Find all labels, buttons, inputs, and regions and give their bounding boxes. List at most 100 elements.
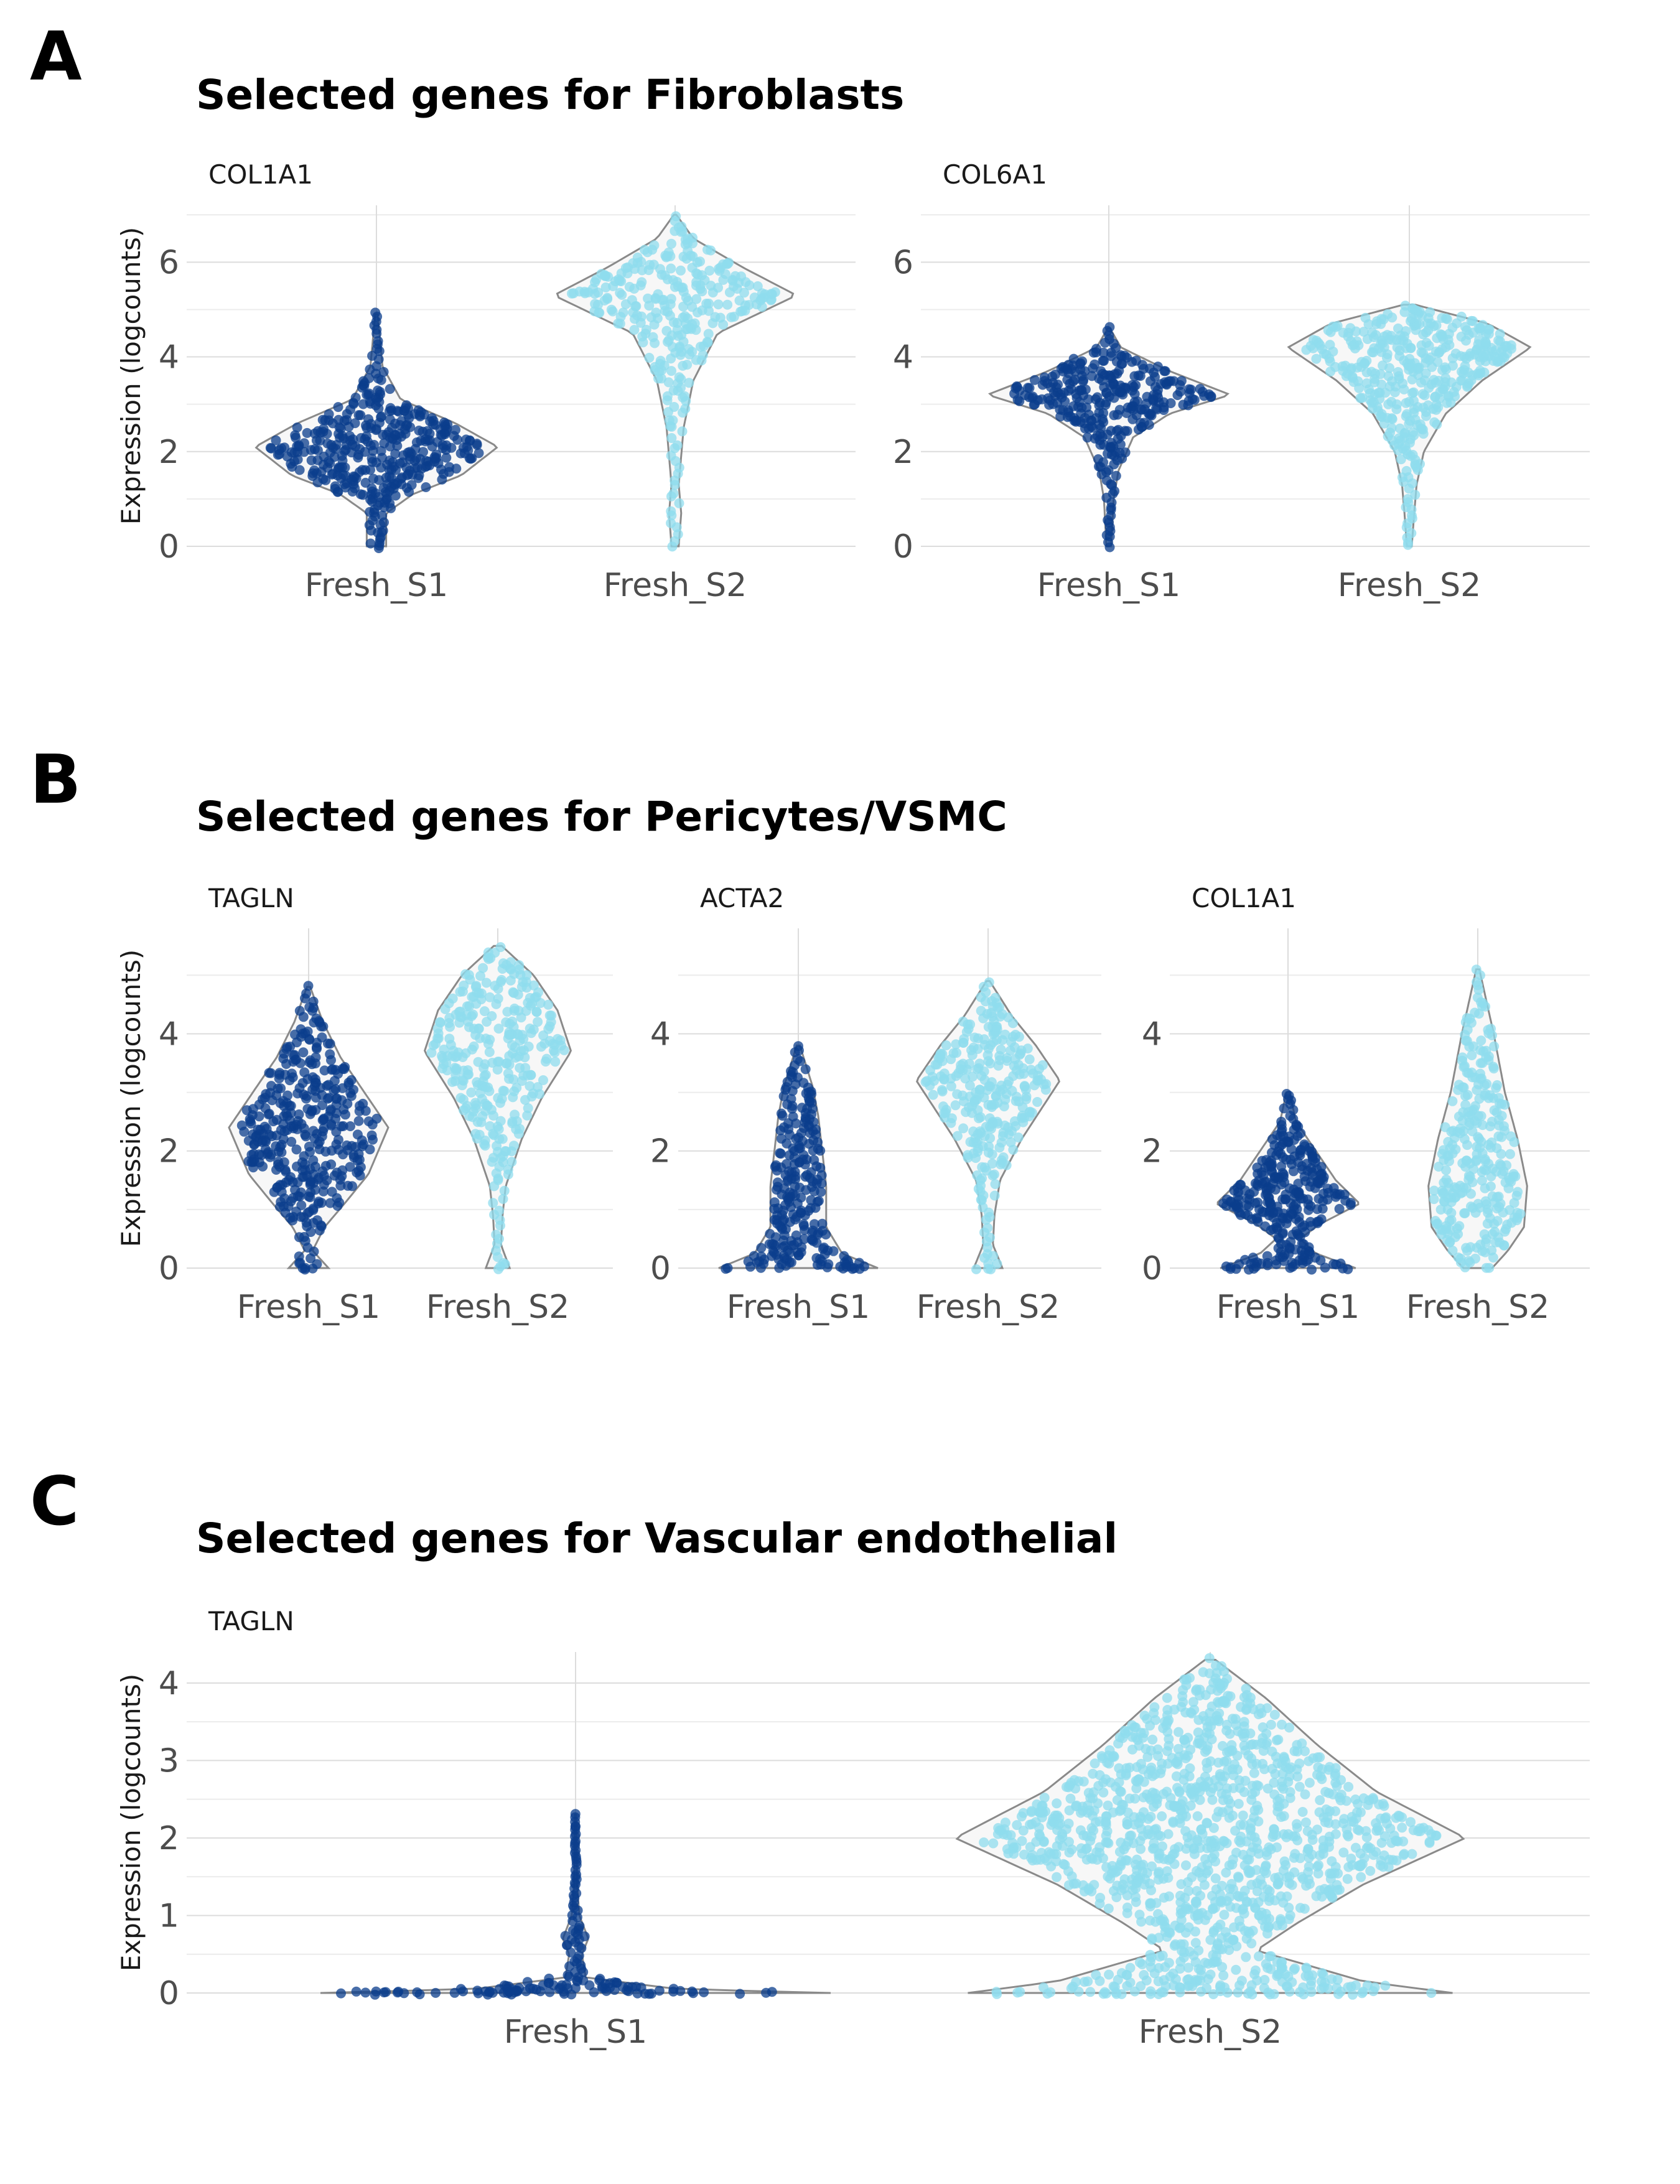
- data-point: [1149, 1838, 1159, 1849]
- data-point: [1054, 1813, 1065, 1823]
- data-point: [488, 1198, 498, 1208]
- data-point: [1215, 1920, 1226, 1930]
- data-point: [1112, 368, 1122, 379]
- data-point: [1063, 1818, 1074, 1829]
- data-point: [1022, 1043, 1033, 1054]
- y-tick-label: 4: [893, 339, 913, 376]
- data-point: [756, 1243, 767, 1253]
- data-point: [493, 1124, 504, 1134]
- data-point: [373, 385, 383, 396]
- data-point: [1012, 1820, 1022, 1831]
- data-point: [1451, 1183, 1462, 1193]
- data-point: [1397, 1822, 1407, 1833]
- y-tick-label: 0: [1142, 1250, 1162, 1287]
- data-point: [1267, 1747, 1277, 1757]
- data-point: [1383, 309, 1393, 319]
- data-point: [1300, 1817, 1311, 1827]
- data-point: [333, 1134, 343, 1145]
- data-point: [1000, 1818, 1010, 1828]
- data-point: [1379, 1850, 1389, 1860]
- data-point: [1230, 1759, 1239, 1770]
- data-point: [1239, 1885, 1250, 1896]
- data-point: [1207, 1794, 1218, 1805]
- section-title-b: Selected genes for Pericytes/VSMC: [196, 793, 1007, 841]
- data-point: [1093, 454, 1103, 464]
- data-point: [493, 1024, 504, 1034]
- data-point: [1332, 1880, 1342, 1890]
- data-point: [1012, 1987, 1023, 1998]
- data-point: [385, 384, 395, 394]
- data-point: [325, 1049, 335, 1060]
- y-tick-label: 2: [1142, 1133, 1162, 1170]
- data-point: [996, 1044, 1006, 1055]
- data-point: [1226, 1740, 1237, 1750]
- data-point: [1094, 408, 1104, 418]
- y-tick-label: 4: [159, 1665, 179, 1702]
- data-point: [1399, 1849, 1409, 1859]
- data-point: [1231, 1964, 1241, 1975]
- data-point: [1181, 1860, 1191, 1870]
- data-point: [985, 1133, 996, 1144]
- data-point: [722, 259, 733, 269]
- violin-fresh-s2: Fresh_S2: [955, 1653, 1465, 2051]
- data-point: [1315, 1795, 1325, 1806]
- data-point: [370, 307, 381, 318]
- data-point: [809, 1155, 819, 1165]
- data-point: [920, 1077, 931, 1087]
- data-point: [523, 1042, 534, 1052]
- data-point: [1154, 1867, 1164, 1877]
- data-point: [1039, 1793, 1050, 1803]
- data-point: [697, 270, 707, 281]
- data-point: [1186, 1783, 1197, 1793]
- data-point: [377, 510, 388, 521]
- data-point: [560, 1931, 571, 1941]
- data-point: [1457, 1052, 1468, 1063]
- data-point: [1018, 1826, 1029, 1836]
- data-point: [1454, 1080, 1464, 1090]
- data-point: [561, 1979, 572, 1990]
- data-point: [1246, 1880, 1257, 1890]
- data-point: [1089, 1880, 1099, 1890]
- data-point: [579, 286, 590, 297]
- data-point: [702, 245, 712, 255]
- data-point: [330, 481, 340, 492]
- violin-fresh-s1: Fresh_S1: [988, 322, 1230, 604]
- data-point: [965, 1019, 976, 1030]
- data-point: [775, 1148, 785, 1159]
- data-point: [790, 1181, 800, 1192]
- data-point: [1460, 1099, 1471, 1110]
- data-point: [1350, 1794, 1361, 1804]
- violin-fresh-s1: Fresh_S1: [228, 981, 390, 1326]
- data-point: [441, 440, 452, 450]
- data-point: [1474, 335, 1485, 345]
- data-point: [1484, 1262, 1495, 1273]
- data-point: [993, 1822, 1004, 1833]
- data-point: [1126, 1830, 1136, 1841]
- data-point: [574, 1921, 585, 1931]
- data-point: [666, 238, 676, 249]
- data-point: [533, 1082, 543, 1093]
- data-point: [651, 307, 661, 318]
- data-point: [1162, 1692, 1172, 1703]
- data-point: [330, 1084, 341, 1094]
- data-point: [444, 462, 455, 472]
- data-point: [1176, 376, 1187, 386]
- data-point: [1137, 1959, 1147, 1969]
- data-point: [1367, 327, 1378, 338]
- data-point: [333, 402, 343, 413]
- data-point: [1081, 402, 1092, 413]
- data-point: [365, 538, 376, 549]
- data-point: [1183, 1886, 1194, 1897]
- data-point: [1165, 398, 1176, 408]
- data-point: [1090, 1758, 1100, 1769]
- x-tick-label: Fresh_S2: [1406, 1289, 1550, 1326]
- point-cloud: [265, 307, 484, 553]
- data-point: [1202, 1758, 1212, 1768]
- data-point: [681, 253, 692, 264]
- data-point: [1227, 1714, 1238, 1724]
- data-point: [1219, 1910, 1230, 1920]
- data-point: [1312, 1752, 1323, 1763]
- data-point: [1202, 1836, 1213, 1846]
- data-point: [672, 325, 683, 335]
